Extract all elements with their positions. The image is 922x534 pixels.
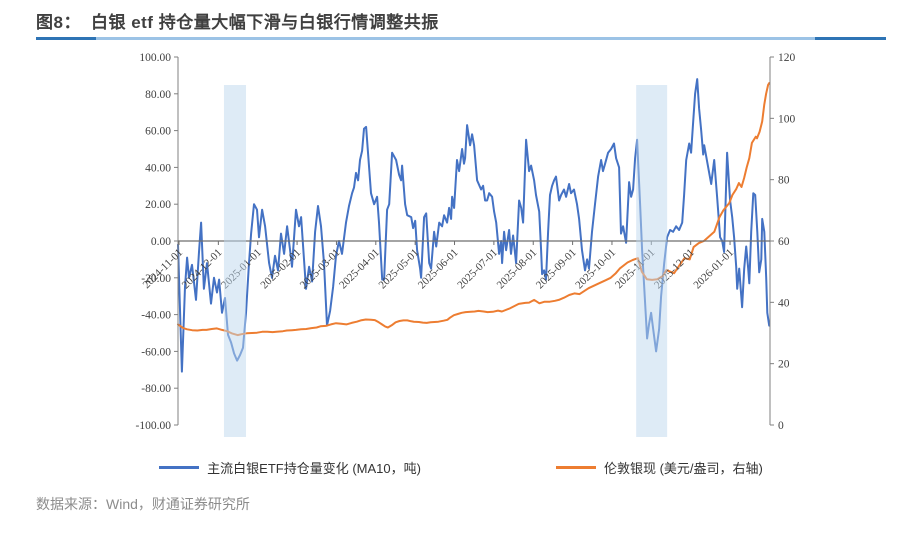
left-axis-label: -60.00 xyxy=(141,346,171,358)
right-axis-label: 80 xyxy=(778,175,790,187)
right-axis-label: 120 xyxy=(778,52,796,64)
x-axis-label: 2025-05-01 xyxy=(377,247,422,292)
x-axis-label: 2025-04-01 xyxy=(337,247,382,292)
left-axis-label: 0.00 xyxy=(151,236,171,248)
x-axis-label: 2026-01-01 xyxy=(691,247,736,292)
left-axis-label: 20.00 xyxy=(145,199,171,211)
highlight-band xyxy=(636,85,668,437)
chart-canvas: 100.00 80.00 60.00 40.00 20.00 0.00 -20.00 -40.… xyxy=(136,52,796,437)
data-source-note: 数据来源：Wind，财通证券研究所 xyxy=(36,496,250,512)
etf-holdings-line xyxy=(177,78,771,373)
left-axis-label: 40.00 xyxy=(145,162,171,174)
legend-item-etf: 主流白银ETF持仓量变化 (MA10，吨) xyxy=(159,458,421,477)
right-axis-label: 60 xyxy=(778,236,790,248)
right-axis-label: 40 xyxy=(778,297,790,309)
left-axis-label: 60.00 xyxy=(145,126,171,138)
silver-price-line xyxy=(177,82,771,337)
x-axis-label: 2025-02-01 xyxy=(258,247,303,292)
left-axis-label: 80.00 xyxy=(145,89,171,101)
figure-header: 图8： 白银 etf 持仓量大幅下滑与白银行情调整共振 xyxy=(0,0,922,40)
silver-line-swatch xyxy=(555,465,596,469)
figure-title-text: 白银 etf 持仓量大幅下滑与白银行情调整共振 xyxy=(90,13,439,32)
divider-dark-right xyxy=(815,37,886,40)
highlight-band xyxy=(223,85,247,437)
left-axis-label: -20.00 xyxy=(141,273,171,285)
left-axis-label: -40.00 xyxy=(141,310,171,322)
etf-legend-label: 主流白银ETF持仓量变化 (MA10，吨) xyxy=(207,460,421,476)
right-axis-label: 20 xyxy=(778,359,790,371)
divider-dark-left xyxy=(36,37,96,40)
chart-legend: 主流白银ETF持仓量变化 (MA10，吨) 伦敦银现 (美元/盎司，右轴) xyxy=(0,454,922,480)
divider-light-middle xyxy=(96,37,815,40)
legend-item-silver: 伦敦银现 (美元/盎司，右轴) xyxy=(555,458,763,477)
figure-title: 图8： 白银 etf 持仓量大幅下滑与白银行情调整共振 xyxy=(36,8,886,33)
dual-axis-line-chart: 100.00 80.00 60.00 40.00 20.00 0.00 -20.00 -40.… xyxy=(0,40,922,452)
title-divider xyxy=(36,37,886,40)
left-axis-label: 100.00 xyxy=(139,52,171,64)
figure-label: 图8： xyxy=(36,13,81,32)
silver-legend-label: 伦敦银现 (美元/盎司，右轴) xyxy=(603,460,763,476)
x-axis-label: 2025-07-01 xyxy=(455,247,500,292)
right-axis-label: 100 xyxy=(778,113,796,125)
etf-line-swatch xyxy=(159,465,200,469)
left-axis-label: -100.00 xyxy=(136,420,172,432)
right-axis-label: 0 xyxy=(778,420,784,432)
left-axis-label: -80.00 xyxy=(141,383,171,395)
